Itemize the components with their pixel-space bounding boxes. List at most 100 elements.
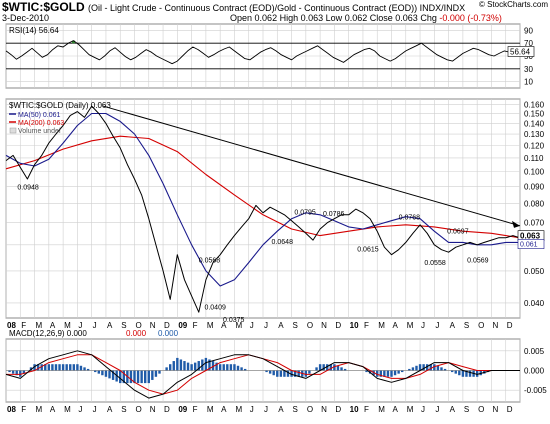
macd-x-tick-label: M (36, 405, 43, 414)
price-x-tick-label: M (207, 321, 214, 330)
macd-tick-label: 0.000 (524, 367, 545, 376)
macd-signal-legend: 0.000 (126, 329, 147, 338)
macd-x-tick-label: A (393, 405, 399, 414)
price-annotation: 0.0375 (223, 317, 245, 324)
price-x-tick-label: F (193, 321, 198, 330)
price-tick-label: 0.130 (524, 130, 545, 139)
macd-x-tick-label: A (50, 405, 56, 414)
price-x-tick-label: J (421, 321, 425, 330)
macd-tick-label: -0.005 (524, 386, 547, 395)
price-x-tick-label: A (221, 321, 227, 330)
volume-legend-swatch (9, 127, 17, 134)
rsi-line (5, 40, 521, 65)
price-x-tick-label: F (21, 321, 26, 330)
macd-x-tick-label: J (435, 405, 439, 414)
macd-x-tick-label: M (407, 405, 414, 414)
price-tick-label: 0.040 (524, 299, 545, 308)
macd-x-tick-label: O (307, 405, 313, 414)
macd-tick-label: 0.005 (524, 347, 545, 356)
macd-x-tick-label: F (193, 405, 198, 414)
macd-line (5, 350, 520, 399)
price-x-tick-label: A (50, 321, 56, 330)
price-tick-label: 0.150 (524, 110, 545, 119)
macd-x-tick-label: A (107, 405, 113, 414)
price-x-tick-label: F (364, 321, 369, 330)
symbol-label: $WTIC:$GOLD (2, 0, 85, 14)
price-x-tick-label: N (150, 321, 156, 330)
macd-x-tick-label: 09 (178, 405, 187, 414)
price-annotation: 0.0569 (467, 257, 489, 264)
price-x-tick-label: M (407, 321, 414, 330)
price-tick-label: 0.140 (524, 119, 545, 128)
ohlc-readout: Open 0.062 High 0.063 Low 0.062 Close 0.… (230, 13, 502, 23)
rsi-current-box (507, 46, 535, 57)
macd-histogram-legend: 0.000 (158, 329, 179, 338)
macd-x-tick-label: D (335, 405, 341, 414)
price-x-tick-label: M (36, 321, 43, 330)
price-annotation: 0.0648 (272, 239, 294, 246)
price-tick-label: 0.160 (524, 100, 545, 109)
macd-x-tick-label: D (164, 405, 170, 414)
price-annotation: 0.0409 (204, 305, 226, 312)
price-annotation: 0.0768 (399, 214, 421, 221)
price-x-tick-label: S (293, 321, 298, 330)
macd-x-tick-label: J (93, 405, 97, 414)
chg-value: -0.000 (-0.73%) (439, 13, 502, 23)
price-x-tick-label: A (393, 321, 399, 330)
price-x-tick-label: D (507, 321, 513, 330)
price-x-tick-label: 08 (7, 321, 16, 330)
price-annotation: 0.0795 (294, 209, 316, 216)
open-value: 0.062 (254, 13, 278, 23)
close-value: 0.063 (395, 13, 418, 23)
price-annotation: 0.0786 (323, 211, 345, 218)
price-x-tick-label: M (64, 321, 71, 330)
price-tick-label: 0.080 (524, 200, 545, 209)
ma50-line (5, 112, 520, 287)
price-x-tick-label: O (478, 321, 484, 330)
price-annotation: 0.0697 (447, 228, 469, 235)
macd-x-tick-label: S (293, 405, 298, 414)
ma50-last-box (517, 239, 545, 249)
macd-x-tick-label: N (150, 405, 156, 414)
price-annotation: 0.0568 (199, 258, 221, 265)
price-x-tick-label: A (450, 321, 456, 330)
ma50-legend: MA(50) 0.061 (18, 112, 61, 119)
trendline (102, 105, 521, 227)
price-x-tick-label: A (278, 321, 284, 330)
macd-x-tick-label: M (235, 405, 242, 414)
price-annotation: 0.0558 (424, 260, 446, 267)
volume-legend: Volume undef (18, 128, 61, 135)
macd-x-tick-label: 08 (7, 405, 16, 414)
ma200-line (5, 135, 521, 239)
chg-label: Chg (420, 13, 437, 23)
price-legend-symbol: $WTIC:$GOLD (Daily) 0.063 (9, 101, 111, 110)
macd-x-tick-label: J (250, 405, 254, 414)
price-x-tick-label: J (435, 321, 439, 330)
macd-x-tick-label: M (207, 405, 214, 414)
credit-label: © StockCharts.com (478, 0, 548, 9)
price-x-tick-label: D (164, 321, 170, 330)
macd-x-tick-label: N (321, 405, 327, 414)
macd-x-tick-label: M (64, 405, 71, 414)
price-x-tick-label: M (235, 321, 242, 330)
high-label: High (279, 13, 299, 23)
rsi-legend: RSI(14) 56.64 (9, 26, 59, 35)
chart-title: $WTIC:$GOLD (Oil - Light Crude - Continu… (2, 0, 465, 14)
macd-x-tick-label: N (492, 405, 498, 414)
price-x-tick-label: O (307, 321, 313, 330)
price-tick-label: 0.070 (524, 219, 545, 228)
macd-x-tick-label: S (464, 405, 469, 414)
rsi-tick-label: 90 (524, 26, 533, 35)
ma50-last-value: 0.061 (520, 242, 538, 249)
macd-legend: MACD(12,26,9) 0.000 (9, 329, 87, 338)
rsi-tick-label: 30 (524, 65, 533, 74)
price-x-tick-label: O (136, 321, 142, 330)
date-label: 3-Dec-2010 (2, 13, 50, 23)
price-annotation: 0.0615 (357, 246, 379, 253)
rsi-current-value: 56.64 (510, 48, 531, 57)
price-x-tick-label: D (335, 321, 341, 330)
price-tick-label: 0.120 (524, 141, 545, 150)
price-x-tick-label: J (264, 321, 268, 330)
price-tick-label: 0.090 (524, 183, 545, 192)
price-x-tick-label: J (78, 321, 82, 330)
